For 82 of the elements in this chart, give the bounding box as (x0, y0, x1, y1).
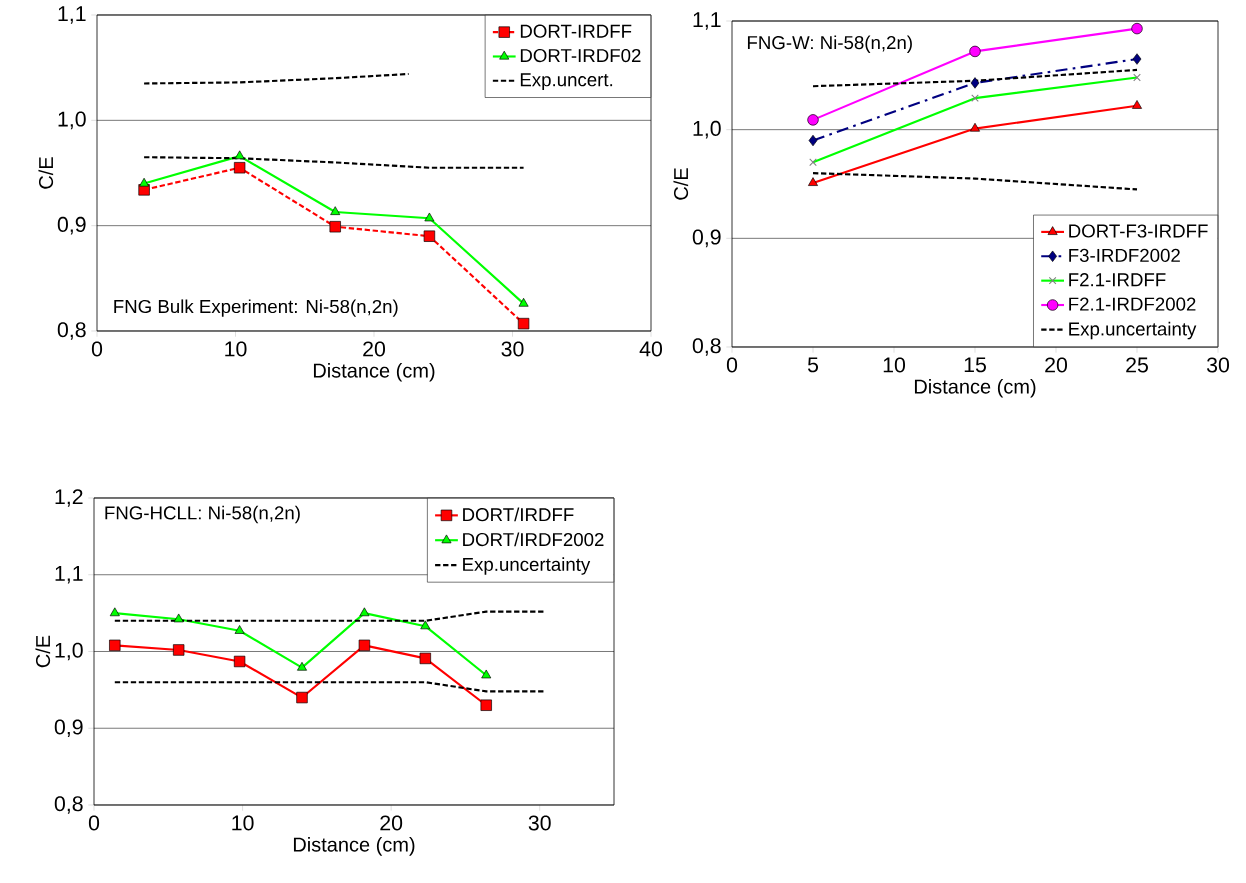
y-tick-label: 0,8 (692, 338, 721, 356)
legend-label: DORT-F3-IRDFF (1069, 224, 1208, 238)
x-axis-title: Distance (cm) (914, 378, 1036, 398)
x-axis-title: Distance (cm) (293, 836, 415, 856)
legend-label: DORT/IRDF2002 (463, 532, 604, 547)
point (109, 639, 121, 652)
x-tick-label: 0 (88, 815, 100, 831)
x-tick-label: 30 (501, 341, 524, 357)
x-tick-label: 30 (1206, 357, 1230, 373)
point (1131, 22, 1143, 35)
point (423, 230, 436, 242)
y-tick-label: 1,1 (58, 6, 86, 24)
point (1132, 53, 1142, 65)
y-tick-label: 0,9 (57, 216, 86, 235)
point (808, 134, 818, 147)
legend-label: F2.1-IRDF2002 (1069, 297, 1196, 311)
point (233, 655, 246, 668)
y-tick-label: 0,9 (54, 719, 83, 738)
y-tick-label: 1,2 (55, 489, 83, 507)
point (420, 620, 431, 630)
point (139, 177, 150, 187)
x-tick-label: 30 (528, 815, 551, 831)
x-tick-label: 25 (1126, 357, 1148, 373)
legend-label: Exp.uncertainty (463, 557, 591, 575)
point (330, 206, 341, 215)
y-axis-title: C/E (673, 168, 689, 200)
point (296, 691, 308, 704)
y-axis-title: C/E (38, 157, 54, 189)
y-tick-label: 1,1 (693, 12, 721, 30)
point (358, 639, 371, 652)
point (233, 162, 246, 174)
legend-label: Exp.uncertainty (1069, 321, 1197, 340)
point (517, 317, 530, 330)
point (808, 177, 818, 186)
x-tick-label: 0 (91, 341, 103, 357)
x-tick-label: 10 (225, 341, 247, 357)
legend-label: DORT-IRDF02 (520, 48, 641, 63)
legend-label: DORT/IRDFF (463, 507, 574, 522)
annotation: FNG-W: Ni-58(n,2n) (747, 35, 912, 53)
point (234, 150, 245, 160)
line-series (143, 72, 410, 85)
y-tick-label: 1,0 (58, 111, 86, 130)
legend-label: Exp.uncert. (520, 73, 613, 91)
point (970, 77, 980, 89)
point (969, 45, 981, 58)
x-tick-label: 5 (807, 357, 819, 373)
point (481, 669, 492, 679)
point (297, 661, 307, 671)
point (359, 607, 370, 617)
x-axis-title: Distance (cm) (313, 362, 435, 382)
y-tick-label: 1,0 (693, 120, 721, 139)
y-tick-label: 1,0 (55, 642, 83, 661)
point (329, 221, 341, 233)
annotation: FNG-HCLL: Ni-58(n,2n) (105, 505, 300, 524)
x-tick-label: 20 (1045, 357, 1068, 373)
point (518, 297, 529, 307)
point (234, 625, 245, 634)
y-tick-label: 0,8 (57, 322, 86, 340)
x-tick-label: 0 (726, 357, 738, 373)
point (173, 613, 184, 623)
point (807, 114, 819, 126)
legend-label: F2.1-IRDFF (1069, 273, 1166, 287)
x-tick-label: 40 (639, 341, 663, 357)
y-tick-label: 0,8 (54, 796, 83, 814)
y-tick-label: 1,1 (55, 566, 83, 584)
y-tick-label: 0,9 (692, 229, 721, 248)
point (173, 644, 185, 656)
point (424, 212, 435, 222)
x-tick-label: 15 (964, 357, 986, 373)
x-tick-label: 10 (232, 815, 254, 831)
annotation: FNG Bulk Experiment: Ni-58(n,2n) (114, 299, 398, 317)
point (109, 607, 120, 617)
x-tick-label: 20 (380, 815, 403, 831)
y-axis-title: C/E (35, 635, 51, 668)
point (480, 699, 492, 711)
legend-label: F3-IRDF2002 (1069, 248, 1180, 262)
point (419, 652, 431, 665)
x-tick-label: 20 (363, 341, 386, 357)
legend-label: DORT-IRDFF (520, 24, 632, 38)
point (970, 122, 980, 132)
point (1132, 100, 1142, 109)
x-tick-label: 10 (883, 357, 906, 373)
